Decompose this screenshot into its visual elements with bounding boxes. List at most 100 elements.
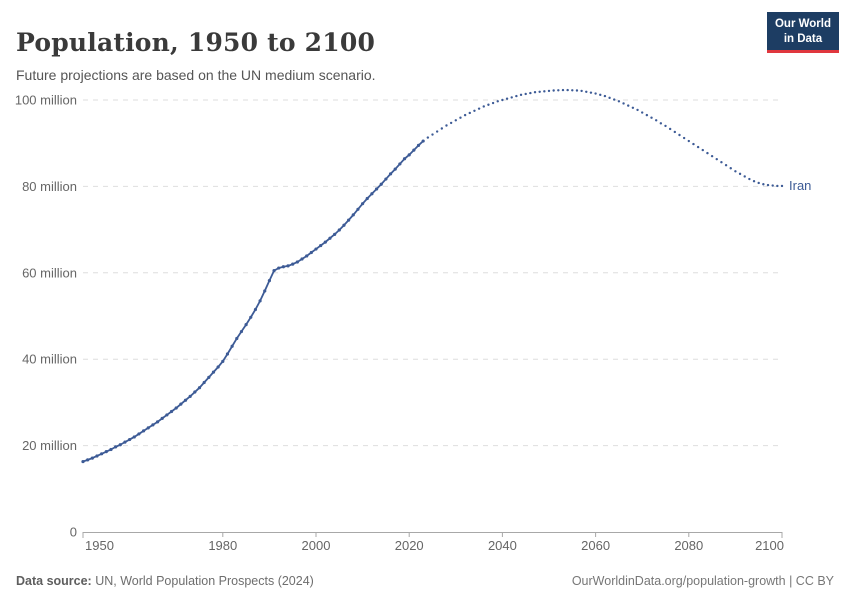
projection-dot	[538, 90, 541, 93]
projection-dot	[724, 164, 728, 167]
projection-dot	[459, 116, 462, 119]
x-tick-label: 2080	[674, 538, 703, 553]
history-point	[235, 336, 239, 341]
history-point	[239, 329, 244, 334]
history-point	[141, 429, 146, 433]
history-point	[197, 386, 202, 390]
history-point	[104, 450, 108, 454]
projection-dot	[468, 111, 471, 115]
history-point	[155, 420, 160, 424]
projection-dot	[631, 106, 635, 109]
history-line	[82, 140, 424, 463]
projection-dot	[636, 108, 639, 112]
projection-dot	[566, 88, 569, 92]
footer-link[interactable]: OurWorldinData.org/population-growth | C…	[571, 574, 834, 588]
projection-dot	[491, 101, 495, 105]
projection-dot	[580, 89, 583, 93]
history-point	[323, 240, 327, 244]
projection-dot	[482, 105, 485, 108]
data-source-text: UN, World Population Prospects (2024)	[91, 574, 314, 588]
projection-dot	[762, 183, 765, 186]
x-axis	[82, 532, 783, 538]
projection-dot	[440, 127, 444, 130]
history-point	[416, 143, 421, 147]
projection-dot	[445, 124, 448, 127]
projection-dot	[594, 92, 597, 95]
projection-dot	[776, 184, 779, 188]
history-point	[253, 307, 258, 312]
projection-dot	[687, 139, 690, 143]
x-tick-label: 1950	[85, 538, 114, 553]
projection-dot	[617, 100, 621, 103]
history-point	[277, 266, 281, 270]
owid-logo[interactable]: Our World in Data	[766, 12, 839, 54]
projection-dot	[571, 89, 574, 92]
history-point	[179, 402, 183, 406]
x-tick-label: 2060	[581, 538, 610, 553]
projection-dot	[543, 90, 546, 93]
projection-dot	[575, 89, 579, 92]
projection-dot	[710, 154, 714, 158]
history-point	[244, 323, 248, 327]
projection-dot	[454, 119, 457, 122]
owid-logo-line2: in Data	[783, 33, 823, 46]
chart-title: Population, 1950 to 2100	[16, 27, 376, 57]
history-point	[160, 416, 164, 420]
history-point	[86, 458, 90, 462]
projection-dot	[622, 102, 625, 105]
y-tick-label: 40 million	[22, 352, 77, 367]
history-point	[174, 406, 178, 410]
history-point	[319, 243, 323, 248]
history-point	[216, 365, 220, 369]
history-point	[249, 315, 253, 319]
history-point	[393, 167, 397, 171]
projection-dot	[706, 151, 709, 155]
history-point	[384, 177, 388, 181]
projection-dot	[692, 142, 695, 146]
data-source-label: Data source:	[16, 574, 92, 588]
projection-dot	[524, 92, 527, 96]
projection-dot	[473, 109, 476, 113]
y-tick-label: 0	[70, 525, 77, 540]
history-point	[365, 196, 369, 201]
history-point	[258, 299, 262, 303]
history-point	[347, 218, 351, 222]
projection-dot	[519, 93, 523, 97]
history-point	[402, 157, 407, 161]
history-point	[165, 413, 169, 417]
history-point	[272, 269, 276, 273]
history-point	[109, 447, 113, 452]
projection-dot	[487, 103, 490, 106]
history-point	[342, 223, 346, 227]
projection-dot	[678, 133, 681, 137]
history-point	[263, 289, 267, 293]
history-point	[123, 440, 127, 444]
projection-dot	[599, 93, 602, 97]
history-point	[407, 153, 411, 157]
history-point	[374, 187, 379, 191]
projection-dot	[771, 184, 774, 187]
owid-logo-line1: Our World	[774, 18, 831, 30]
projection-dot	[701, 148, 704, 152]
history-point	[118, 443, 122, 447]
history-point	[398, 162, 402, 166]
history-point	[281, 265, 285, 269]
history-point	[193, 390, 197, 394]
projection-dot	[696, 145, 700, 149]
history-point	[305, 254, 309, 258]
series-end-label[interactable]: Iran	[789, 177, 812, 193]
history-point	[333, 232, 337, 236]
projection-dot	[613, 98, 616, 101]
history-point	[361, 202, 365, 206]
history-point	[202, 380, 206, 385]
history-point	[328, 236, 332, 240]
projection-dot	[645, 113, 649, 117]
history-point	[132, 435, 136, 439]
projection-dot	[603, 94, 607, 98]
history-point	[337, 228, 341, 232]
projection-dot	[477, 107, 481, 110]
history-point	[388, 172, 393, 176]
projection-dot	[547, 89, 551, 93]
